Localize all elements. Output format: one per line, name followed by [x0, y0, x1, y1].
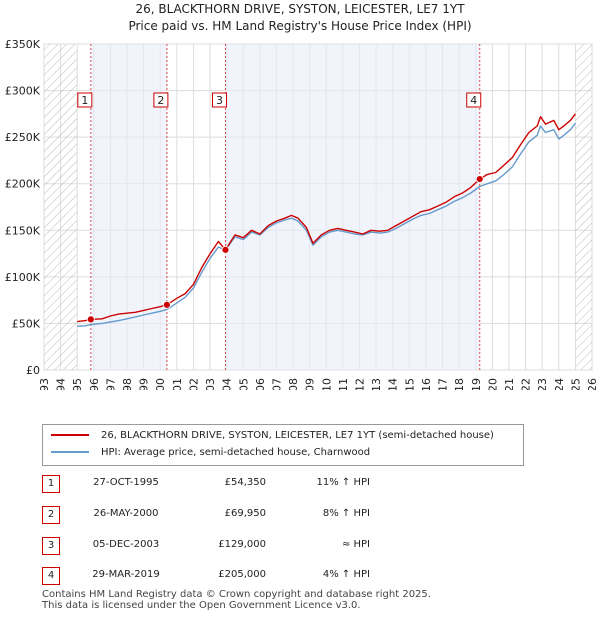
x-tick-label: 2011 [337, 378, 350, 390]
sale-point [221, 245, 230, 254]
transaction-hpi: 8% ↑ HPI [322, 508, 370, 519]
x-tick-label: 1995 [71, 378, 84, 390]
x-tick-label: 2003 [204, 378, 217, 390]
transaction-date: 26-MAY-2000 [93, 508, 159, 519]
y-tick-label: £150K [5, 224, 41, 237]
sale-marker-label: 3 [216, 94, 223, 107]
x-tick-label: 2005 [237, 378, 250, 390]
transaction-number: 1 [42, 475, 60, 493]
x-tick-label: 2007 [270, 378, 283, 390]
chart-legend: 26, BLACKTHORN DRIVE, SYSTON, LEICESTER,… [42, 424, 524, 466]
legend-label-property: 26, BLACKTHORN DRIVE, SYSTON, LEICESTER,… [101, 430, 494, 441]
transaction-date: 05-DEC-2003 [92, 539, 160, 550]
x-tick-label: 2004 [221, 378, 234, 390]
transaction-price: £69,950 [224, 508, 266, 519]
transaction-hpi: ≈ HPI [341, 539, 370, 550]
transaction-hpi: 4% ↑ HPI [322, 569, 370, 580]
sale-marker-box [153, 92, 169, 108]
sale-point [162, 300, 171, 309]
footer-line-1: Contains HM Land Registry data © Crown c… [42, 589, 431, 600]
x-tick-label: 2012 [354, 378, 367, 390]
legend-label-hpi: HPI: Average price, semi-detached house,… [101, 447, 371, 458]
x-tick-label: 2015 [403, 378, 416, 390]
no-data-hatch [575, 44, 592, 370]
sale-marker-box [466, 92, 482, 108]
x-tick-label: 2020 [486, 378, 499, 390]
ownership-shade [225, 44, 480, 370]
x-tick-label: 2016 [420, 378, 433, 390]
transaction-hpi: 11% ↑ HPI [316, 477, 370, 488]
x-tick-label: 2026 [586, 378, 599, 390]
x-tick-label: 2022 [520, 378, 533, 390]
x-tick-label: 2024 [553, 378, 566, 390]
transaction-number: 2 [42, 506, 60, 524]
transaction-price: £129,000 [218, 539, 266, 550]
legend-item-property: 26, BLACKTHORN DRIVE, SYSTON, LEICESTER,… [51, 428, 494, 444]
transaction-row: 1 27-OCT-1995 £54,350 11% ↑ HPI [42, 475, 372, 493]
x-tick-label: 1999 [138, 378, 151, 390]
x-tick-label: 2009 [304, 378, 317, 390]
sale-marker-box [77, 92, 93, 108]
x-tick-label: 2010 [320, 378, 333, 390]
legend-item-hpi: HPI: Average price, semi-detached house,… [51, 445, 370, 461]
sale-point [475, 175, 484, 183]
legend-line-property [51, 434, 89, 436]
x-tick-label: 2014 [387, 378, 400, 390]
x-tick-label: 1998 [121, 378, 134, 390]
x-tick-label: 2017 [437, 378, 450, 390]
y-tick-label: £200K [5, 178, 41, 191]
sale-marker-label: 2 [157, 94, 164, 107]
transaction-number: 4 [42, 567, 60, 585]
x-tick-label: 2013 [370, 378, 383, 390]
x-tick-label: 2001 [171, 378, 184, 390]
x-tick-label: 2023 [536, 378, 549, 390]
y-tick-label: £100K [5, 271, 41, 284]
footer-line-2: This data is licensed under the Open Gov… [42, 600, 361, 611]
x-tick-label: 1996 [88, 378, 101, 390]
sale-point [86, 315, 95, 324]
transaction-date: 27-OCT-1995 [93, 477, 159, 488]
x-tick-label: 2000 [154, 378, 167, 390]
no-data-hatch [44, 44, 78, 370]
x-tick-label: 1993 [38, 378, 51, 390]
y-tick-label: £0 [26, 364, 40, 377]
legend-line-hpi [51, 451, 89, 453]
transaction-date: 29-MAR-2019 [92, 569, 160, 580]
chart-subtitle: Price paid vs. HM Land Registry's House … [128, 19, 471, 33]
x-tick-label: 2019 [470, 378, 483, 390]
x-tick-label: 1997 [104, 378, 117, 390]
y-tick-label: £250K [5, 131, 41, 144]
chart-title: 26, BLACKTHORN DRIVE, SYSTON, LEICESTER,… [135, 2, 465, 16]
y-tick-label: £350K [5, 38, 41, 51]
sale-marker-label: 4 [470, 94, 477, 107]
hpi-series-line [77, 122, 576, 327]
transaction-row: 2 26-MAY-2000 £69,950 8% ↑ HPI [42, 506, 372, 524]
x-tick-label: 2025 [569, 378, 582, 390]
x-tick-label: 2002 [187, 378, 200, 390]
price-chart: 26, BLACKTHORN DRIVE, SYSTON, LEICESTER,… [5, 2, 599, 390]
transaction-row: 4 29-MAR-2019 £205,000 4% ↑ HPI [42, 567, 372, 585]
x-tick-label: 2006 [254, 378, 267, 390]
x-tick-label: 2021 [503, 378, 516, 390]
sale-marker-box [212, 92, 228, 108]
footer-notice: Contains HM Land Registry data © Crown c… [42, 589, 431, 611]
sale-marker-label: 1 [81, 94, 88, 107]
x-tick-label: 1994 [55, 378, 68, 390]
transaction-price: £54,350 [224, 477, 266, 488]
transaction-row: 3 05-DEC-2003 £129,000 ≈ HPI [42, 537, 372, 555]
y-tick-label: £50K [12, 317, 41, 330]
transaction-number: 3 [42, 537, 60, 555]
x-tick-label: 2018 [453, 378, 466, 390]
y-tick-label: £300K [5, 85, 41, 98]
x-tick-label: 2008 [287, 378, 300, 390]
transaction-price: £205,000 [218, 569, 266, 580]
